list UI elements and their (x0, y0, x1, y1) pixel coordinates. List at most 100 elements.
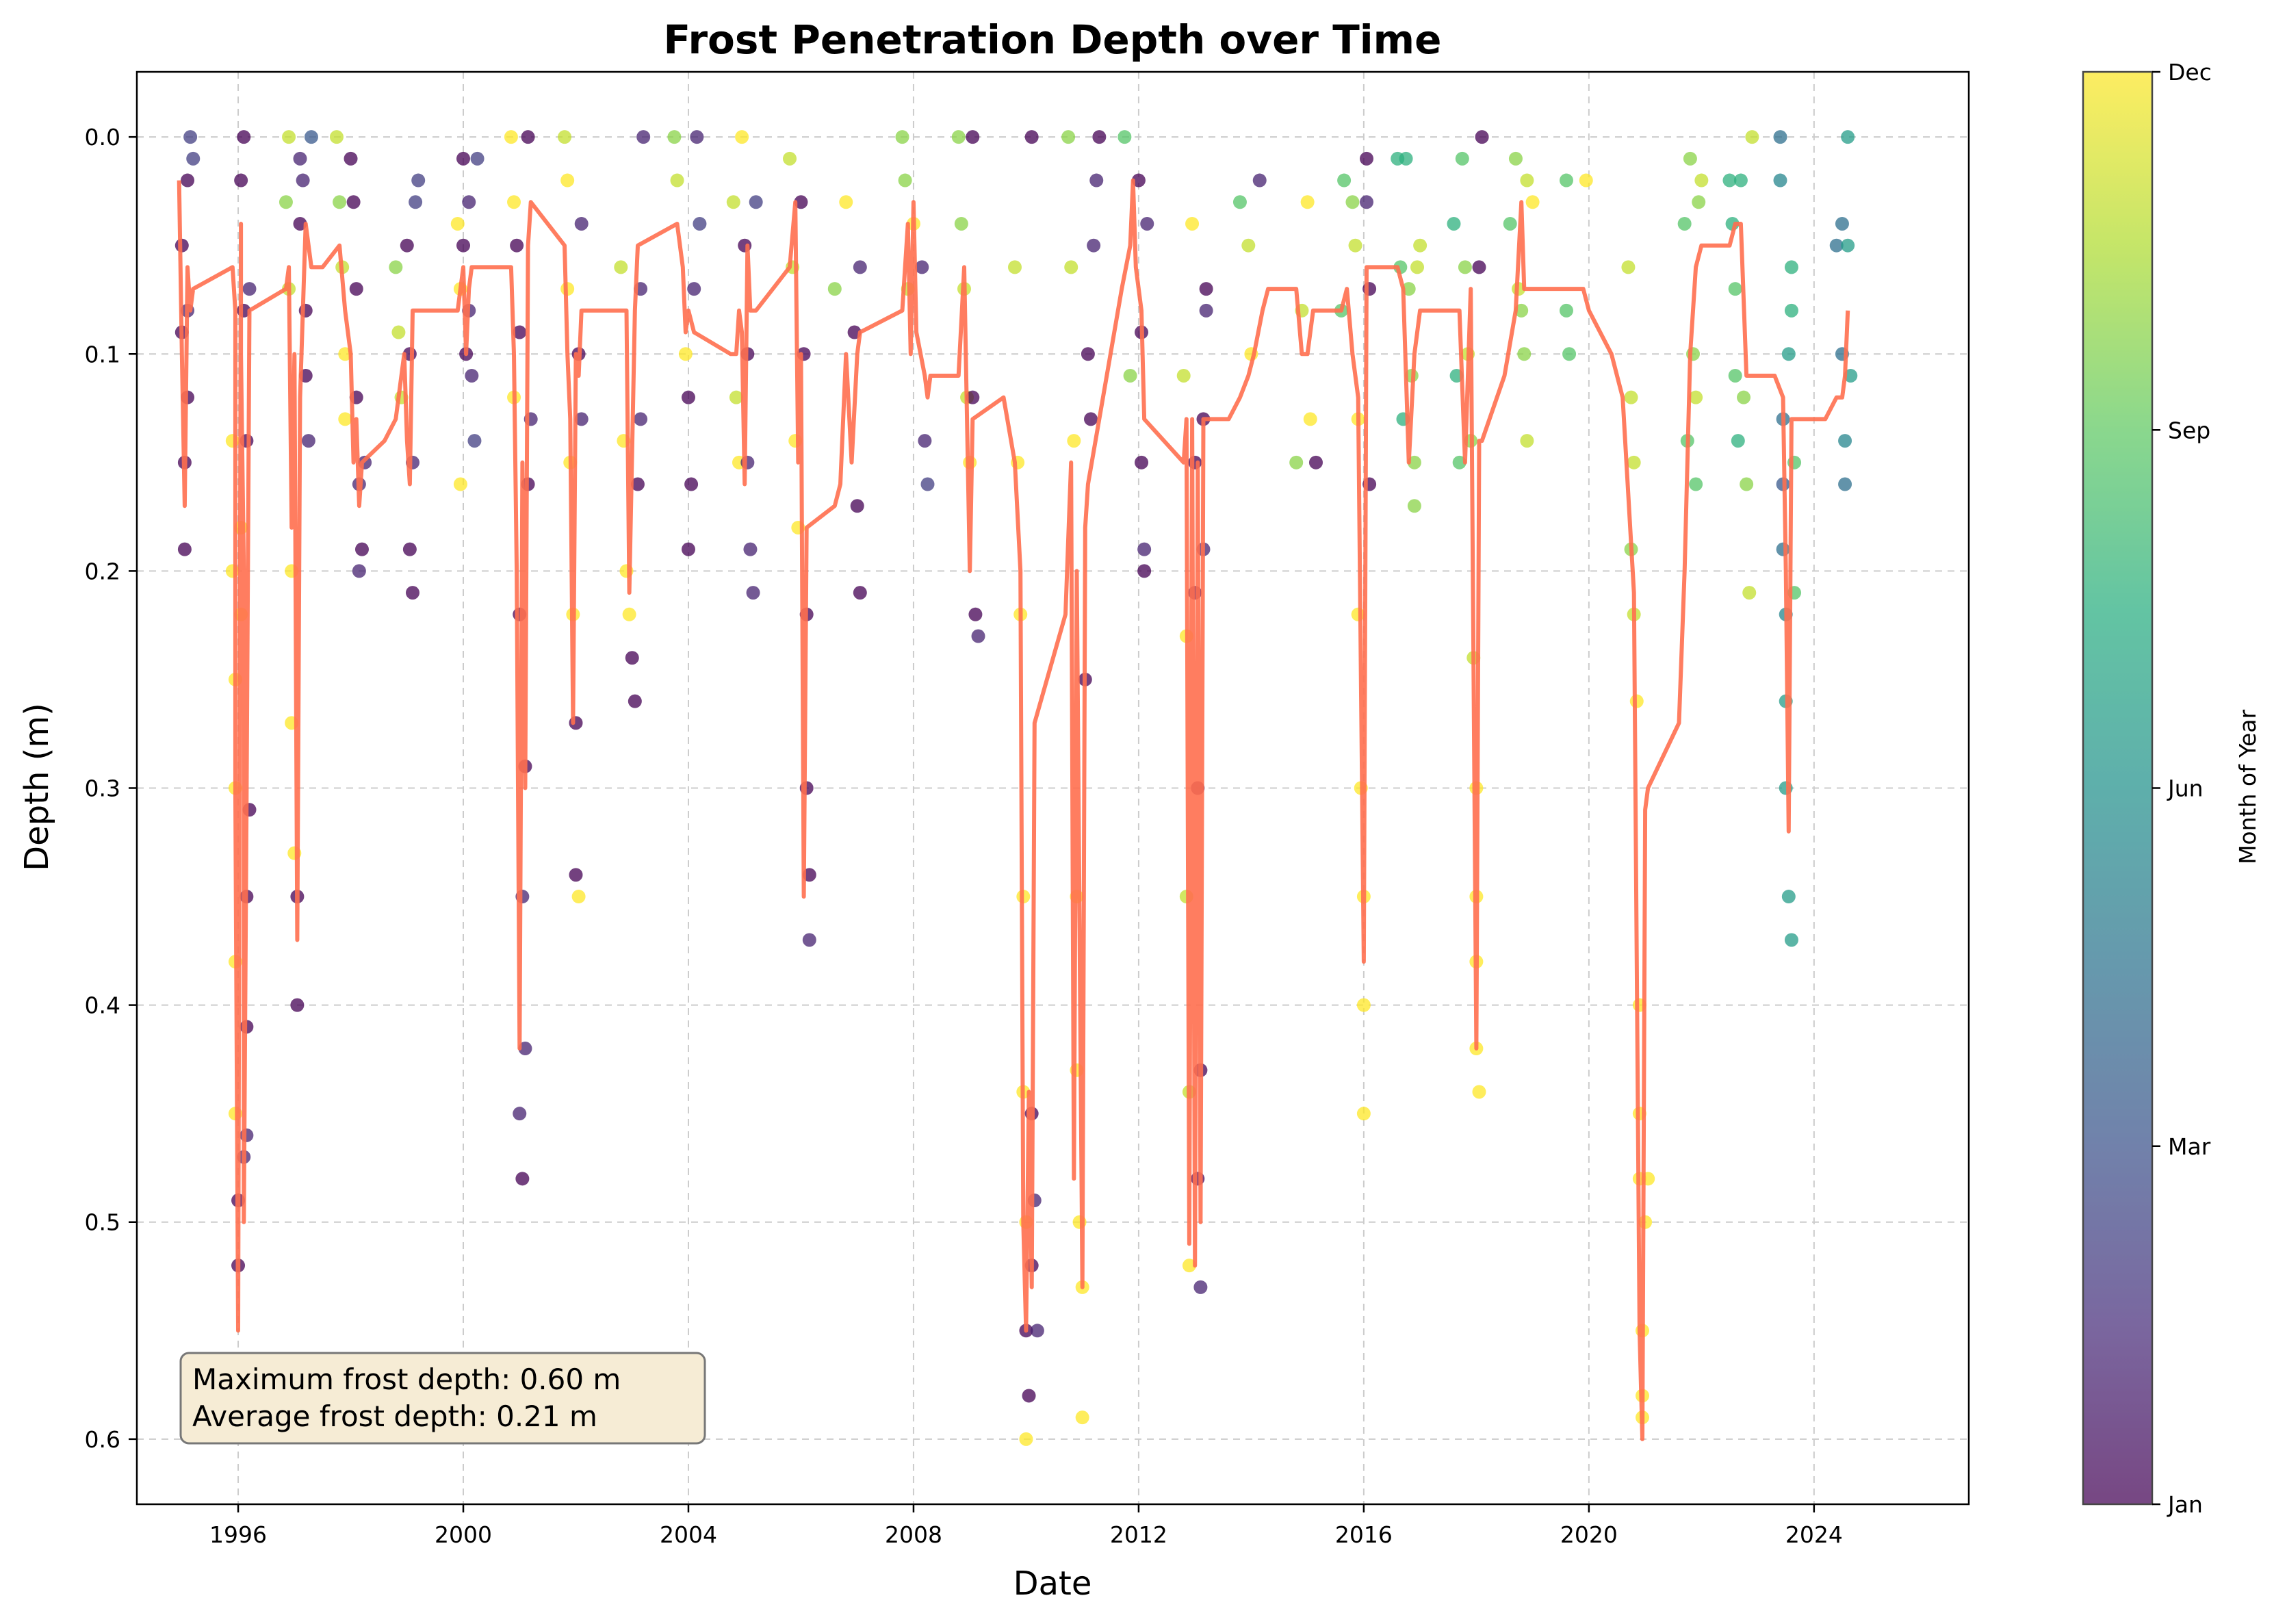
scatter-point (1399, 151, 1413, 166)
scatter-point (1356, 1107, 1371, 1121)
scatter-point (409, 195, 423, 209)
scatter-point (1007, 260, 1022, 274)
y-tick-label: 0.5 (85, 1209, 120, 1236)
scatter-point (1838, 434, 1852, 448)
scatter-point (1624, 390, 1638, 404)
scatter-point (1252, 173, 1267, 188)
scatter-point (1084, 412, 1098, 426)
scatter-point (1137, 564, 1152, 578)
scatter-point (670, 173, 684, 188)
scatter-point (1117, 130, 1132, 144)
scatter-point (918, 434, 932, 448)
scatter-point (1413, 238, 1427, 253)
scatter-point (234, 173, 248, 188)
scatter-point (1135, 455, 1149, 469)
scatter-point (1137, 542, 1152, 556)
stats-annotation: Maximum frost depth: 0.60 m Average fros… (179, 1352, 706, 1445)
scatter-point (1621, 260, 1636, 274)
scatter-point (1692, 195, 1706, 209)
scatter-point (1087, 238, 1101, 253)
scatter-point (1841, 130, 1855, 144)
scatter-point (1452, 455, 1466, 469)
scatter-point (1722, 173, 1737, 188)
colorbar-ticks: Jan Mar Jun Sep Dec (2152, 59, 2212, 1518)
scatter-point (667, 130, 682, 144)
y-axis-label: Depth (m) (18, 703, 56, 871)
scatter-point (1289, 455, 1304, 469)
colorbar-tick-label: Jun (2167, 775, 2204, 802)
scatter-point (389, 260, 403, 274)
scatter-point (1123, 368, 1137, 383)
scatter-point (1475, 130, 1489, 144)
scatter-point (513, 1107, 527, 1121)
x-tick-label: 2020 (1560, 1521, 1618, 1548)
scatter-point (1520, 434, 1534, 448)
scatter-point (1508, 151, 1523, 166)
scatter-point (915, 260, 929, 274)
scatter-point (1781, 347, 1796, 361)
scatter-point (1683, 151, 1697, 166)
scatter-point (177, 542, 192, 556)
scatter-point (333, 195, 347, 209)
scatter-point (279, 195, 293, 209)
scatter-point (898, 173, 912, 188)
scatter-point (743, 542, 758, 556)
scatter-point (729, 390, 743, 404)
scatter-point (1514, 303, 1529, 318)
scatter-point (1067, 434, 1081, 448)
scatter-point (574, 412, 589, 426)
scatter-point (515, 1172, 530, 1186)
scatter-point (802, 933, 816, 947)
scatter-point (1525, 195, 1540, 209)
scatter-point (1728, 368, 1742, 383)
y-tick-label: 0.0 (85, 124, 120, 151)
scatter-point (1199, 282, 1213, 296)
scatter-point (282, 130, 296, 144)
scatter-point (1081, 347, 1095, 361)
scatter-point (1745, 130, 1759, 144)
scatter-point (630, 477, 645, 491)
scatter-point (853, 586, 867, 600)
scatter-point (1694, 173, 1709, 188)
scatter-point (1447, 216, 1461, 231)
scatter-point (681, 542, 695, 556)
scatter-point (1784, 260, 1798, 274)
scatter-point (1627, 455, 1641, 469)
scatter-point (1773, 173, 1787, 188)
scatter-point (1579, 173, 1593, 188)
colorbar-tick-label: Sep (2168, 417, 2210, 443)
scatter-point (827, 282, 842, 296)
scatter-point (1360, 151, 1374, 166)
scatter-point (507, 195, 521, 209)
scatter-point (1455, 151, 1469, 166)
line-series (177, 178, 1850, 1441)
x-tick-label: 2024 (1785, 1521, 1843, 1548)
scatter-point (301, 434, 315, 448)
x-axis-ticks: 1996 2000 2004 2008 2012 2016 2020 2024 (209, 1504, 1843, 1548)
scatter-point (1022, 1389, 1036, 1403)
y-tick-label: 0.2 (85, 558, 120, 584)
scatter-point (513, 325, 527, 339)
scatter-point (1559, 303, 1573, 318)
scatter-point (1458, 260, 1472, 274)
scatter-point (465, 368, 479, 383)
scatter-point (749, 195, 763, 209)
scatter-point (684, 477, 699, 491)
scatter-point (1356, 998, 1371, 1012)
scatter-point (1728, 282, 1742, 296)
scatter-point (1089, 173, 1104, 188)
scatter-point (1308, 455, 1323, 469)
scatter-point (470, 151, 484, 166)
scatter-point (1232, 195, 1247, 209)
colorbar-gradient (2082, 70, 2154, 1506)
chart-title: Frost Penetration Depth over Time (664, 16, 1442, 63)
scatter-point (1030, 1324, 1044, 1338)
scatter-point (411, 173, 426, 188)
scatter-point (521, 130, 535, 144)
scatter-point (1737, 390, 1751, 404)
scatter-point (634, 412, 648, 426)
scatter-point (1345, 195, 1360, 209)
scatter-point (920, 477, 935, 491)
scatter-point (693, 216, 707, 231)
